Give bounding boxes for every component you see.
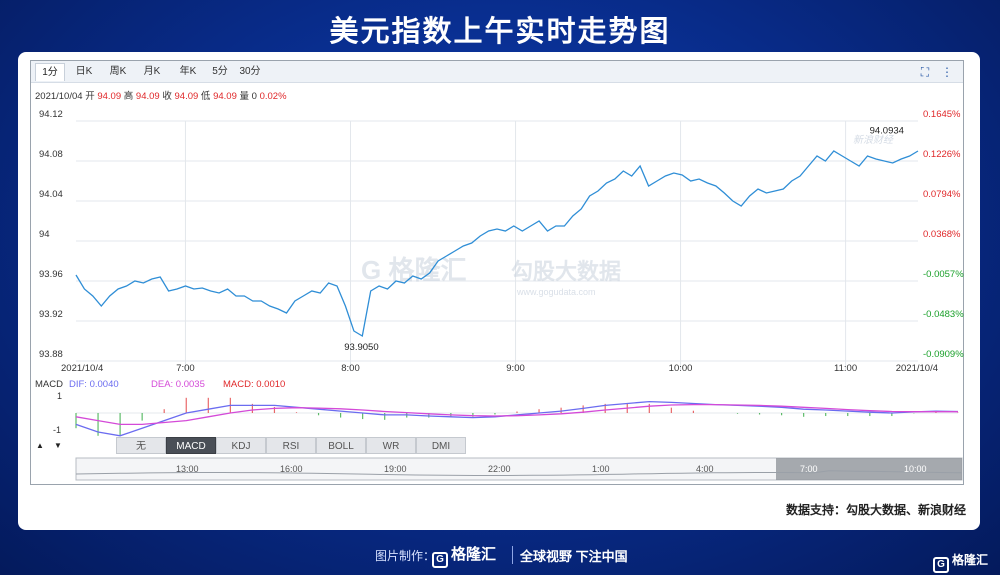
navigator-label: 13:00 bbox=[176, 464, 199, 474]
indicator-tab-wr[interactable]: WR bbox=[366, 437, 416, 454]
tab-yearly[interactable]: 年K bbox=[179, 66, 197, 77]
navigator-label: 7:00 bbox=[800, 464, 818, 474]
chart-card: 1分 日K 周K 月K 年K 5分 30分 ⛶ ⋮ 2021/10/04 开 9… bbox=[18, 52, 980, 530]
tab-weekly[interactable]: 周K bbox=[109, 66, 127, 77]
macd-title: MACD bbox=[35, 379, 63, 390]
indicator-tab-dmi[interactable]: DMI bbox=[416, 437, 466, 454]
footer-logo: G 格隆汇 bbox=[432, 543, 496, 568]
navigator-label: 19:00 bbox=[384, 464, 407, 474]
watermark-partner: 勾股大数据 bbox=[511, 259, 621, 284]
indicator-tab-rsi[interactable]: RSI bbox=[266, 437, 316, 454]
navigator-label: 16:00 bbox=[280, 464, 303, 474]
pct-tick-label: -0.0483% bbox=[923, 309, 964, 320]
macd-y-bottom: -1 bbox=[53, 425, 61, 435]
macd-dif-line bbox=[75, 400, 959, 437]
scroll-up-button[interactable]: ▲ bbox=[36, 441, 44, 450]
navigator-selection bbox=[776, 458, 962, 480]
indicator-tab-boll[interactable]: BOLL bbox=[316, 437, 366, 454]
pct-tick-label: 0.0368% bbox=[923, 229, 961, 240]
high-point-label: 94.0934 bbox=[870, 126, 904, 137]
x-tick-label: 2021/10/4 bbox=[896, 363, 938, 374]
x-tick-label: 8:00 bbox=[341, 363, 360, 374]
quote-date: 2021/10/04 bbox=[35, 91, 83, 102]
y-tick-label: 94.04 bbox=[39, 189, 63, 200]
price-series-line bbox=[75, 150, 919, 338]
navigator-label: 22:00 bbox=[488, 464, 511, 474]
macd-dea-label: DEA: 0.0035 bbox=[151, 379, 205, 390]
x-tick-label: 11:00 bbox=[834, 363, 857, 374]
made-by-label: 图片制作： bbox=[375, 549, 436, 563]
more-menu-icon[interactable]: ⋮ bbox=[941, 65, 953, 79]
navigator-label: 1:00 bbox=[592, 464, 610, 474]
open-label: 开 bbox=[85, 91, 95, 102]
pct-tick-label: -0.0057% bbox=[923, 269, 964, 280]
macd-y-top: 1 bbox=[57, 391, 62, 401]
y-tick-label: 93.96 bbox=[39, 269, 63, 280]
footer: 图片制作： G 格隆汇 全球视野 下注中国 bbox=[0, 540, 1000, 570]
change-value: 0.02% bbox=[259, 91, 287, 102]
high-label: 高 bbox=[123, 91, 134, 102]
macd-dif-label: DIF: 0.0040 bbox=[69, 379, 119, 390]
corner-brand: 格隆汇 bbox=[951, 553, 988, 567]
pct-tick-label: -0.0909% bbox=[923, 349, 964, 360]
x-tick-label: 9:00 bbox=[506, 363, 525, 374]
open-value: 94.09 bbox=[97, 91, 122, 102]
y-tick-label: 94 bbox=[39, 229, 50, 240]
watermark-brand: G 格隆汇 bbox=[361, 255, 466, 285]
pct-tick-label: 0.0794% bbox=[923, 189, 961, 200]
navigator-label: 10:00 bbox=[904, 464, 927, 474]
x-tick-label: 7:00 bbox=[176, 363, 195, 374]
corner-logo: G 格隆汇 bbox=[932, 551, 988, 573]
y-tick-label: 94.08 bbox=[39, 149, 63, 160]
y-tick-label: 93.92 bbox=[39, 309, 63, 320]
tab-1min[interactable]: 1分 bbox=[35, 63, 65, 81]
period-tabbar: 1分 日K 周K 月K 年K 5分 30分 ⛶ ⋮ bbox=[31, 61, 963, 83]
corner-logo-g-icon: G bbox=[932, 557, 949, 573]
volume-label: 量 bbox=[239, 91, 250, 102]
low-label: 低 bbox=[200, 91, 211, 102]
indicator-tab-none[interactable]: 无 bbox=[116, 437, 166, 454]
chart-panel: 1分 日K 周K 月K 年K 5分 30分 ⛶ ⋮ 2021/10/04 开 9… bbox=[30, 60, 964, 485]
quote-line: 2021/10/04 开 94.09 高 94.09 收 94.09 低 94.… bbox=[35, 88, 287, 102]
x-tick-label: 2021/10/4 bbox=[61, 363, 103, 374]
low-value: 94.09 bbox=[213, 91, 237, 102]
close-label: 收 bbox=[162, 91, 172, 102]
footer-brand: 格隆汇 bbox=[451, 546, 497, 563]
pct-tick-label: 0.1645% bbox=[923, 109, 961, 120]
y-tick-label: 94.12 bbox=[39, 109, 63, 120]
page-headline: 美元指数上午实时走势图 bbox=[329, 14, 671, 48]
indicator-tab-macd[interactable]: MACD bbox=[166, 437, 216, 454]
indicator-tab-kdj[interactable]: KDJ bbox=[216, 437, 266, 454]
fullscreen-icon[interactable]: ⛶ bbox=[920, 65, 930, 79]
footer-slogan: 全球视野 下注中国 bbox=[520, 549, 628, 564]
footer-divider bbox=[512, 546, 513, 564]
y-tick-label: 93.88 bbox=[39, 349, 63, 360]
price-chart[interactable]: 94.12 0.1645% 94.08 0.1226% 94.04 0.0794% 94 0.… bbox=[31, 61, 965, 486]
navigator-label: 4:00 bbox=[696, 464, 714, 474]
tab-5min[interactable]: 5分 bbox=[212, 66, 228, 77]
logo-g-icon: G bbox=[432, 552, 448, 568]
navigator-mini-line bbox=[75, 470, 963, 476]
indicator-tabs: 无 MACD KDJ RSI BOLL WR DMI bbox=[31, 437, 963, 455]
watermark-url: www.gogudata.com bbox=[516, 287, 596, 297]
tab-monthly[interactable]: 月K bbox=[143, 66, 161, 77]
data-source: 数据支持：勾股大数据、新浪财经 bbox=[785, 503, 966, 517]
macd-dea-line bbox=[75, 403, 958, 426]
tab-daily[interactable]: 日K bbox=[75, 66, 93, 77]
watermark-sina: 新浪财经 bbox=[853, 134, 894, 146]
high-value: 94.09 bbox=[135, 91, 160, 102]
tab-30min[interactable]: 30分 bbox=[239, 66, 261, 77]
scroll-down-button[interactable]: ▼ bbox=[54, 441, 62, 450]
x-tick-label: 10:00 bbox=[669, 363, 693, 374]
volume-value: 0 bbox=[251, 91, 257, 102]
pct-tick-label: 0.1226% bbox=[923, 149, 961, 160]
macd-value-label: MACD: 0.0010 bbox=[223, 379, 285, 390]
close-value: 94.09 bbox=[174, 91, 199, 102]
low-point-label: 93.9050 bbox=[344, 342, 378, 353]
